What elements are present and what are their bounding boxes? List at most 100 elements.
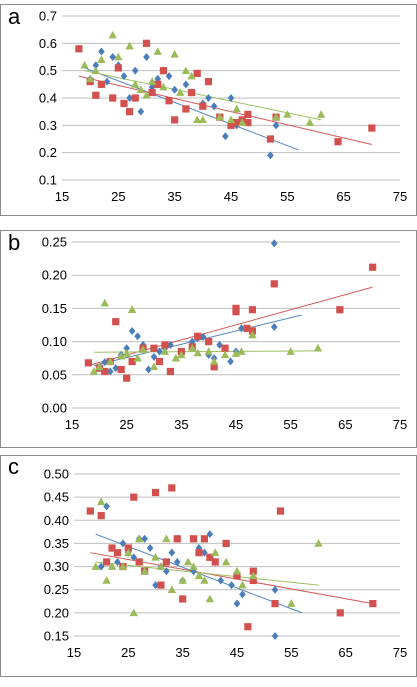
- panel-a-green-triangle-point: [85, 74, 95, 83]
- panel-a-x-tick-label: 15: [55, 189, 69, 204]
- panel-b-blue-diamond-point: [167, 340, 174, 349]
- panel-c-green-triangle-point: [151, 553, 160, 561]
- panel-a-red-square-point: [109, 94, 117, 102]
- panel-c-blue-diamond-point: [233, 599, 241, 608]
- panel-b-green-triangle-point: [248, 330, 257, 339]
- panel-a-red-square-point: [182, 105, 190, 113]
- panel-a-red-square-point: [131, 94, 139, 102]
- panel-a-blue-diamond-point: [126, 94, 133, 102]
- panel-a-blue-diamond-point: [182, 80, 190, 89]
- panel-b-red-square-point: [221, 344, 229, 352]
- panel-a-red-square-point: [187, 88, 196, 97]
- panel-c-red-square-point: [249, 567, 257, 575]
- panel-c-y-tick-label: 0.20: [44, 605, 69, 620]
- panel-c-blue-diamond-point: [271, 585, 279, 594]
- panel-b-green-triangle-point: [220, 350, 230, 359]
- panel-a-red-square-point: [154, 80, 162, 88]
- panel-a-green-triangle-point: [305, 118, 315, 126]
- panel-c-red-square-point: [211, 558, 219, 566]
- panel-c-green-triangle-point: [91, 562, 100, 570]
- panel-a-red-square-point: [193, 69, 201, 77]
- panel-c-red-square-point: [113, 549, 122, 557]
- panel-b-red-square-point: [210, 363, 218, 371]
- panel-c-green-triangle-point: [118, 562, 128, 570]
- panel-a-red-square-point: [142, 39, 151, 47]
- panel-a-y-tick-label: 0.4: [39, 91, 57, 106]
- panel-a-blue-diamond-point: [120, 72, 128, 81]
- panel-c-red-square-point: [135, 558, 143, 566]
- panel-b-red-square-point: [166, 367, 174, 376]
- panel-c-red-square-point: [124, 544, 132, 552]
- panel-a-blue-diamond-point: [210, 102, 218, 111]
- panel-c-green-triangle-point: [287, 599, 296, 607]
- panel-b-green-triangle-point: [95, 362, 104, 371]
- panel-c-red-square-point: [108, 544, 116, 552]
- panel-b-x-tick-label: 25: [119, 417, 133, 432]
- panel-a-blue-diamond-point: [131, 66, 139, 75]
- panel-a-red-square-point: [75, 45, 83, 53]
- panel-a-blue-diamond-point: [227, 94, 235, 102]
- panel-c-red-square-point: [336, 609, 344, 617]
- panel-c-label: c: [8, 454, 19, 479]
- panel-c-red-square-point: [157, 581, 165, 589]
- panel-c-green-triangle-point: [314, 539, 323, 547]
- panel-c-red-square-point: [173, 535, 181, 543]
- panel-a-green-triangle-point: [136, 85, 146, 94]
- panel-a-x-tick-label: 45: [224, 189, 238, 204]
- panel-a-blue-diamond-point: [103, 77, 111, 86]
- panel-a-y-tick-label: 0.7: [39, 9, 57, 24]
- panel-a-blue-trendline: [84, 67, 299, 151]
- panel-c-red-square-point: [222, 539, 230, 548]
- panel-b-green-triangle-point: [193, 348, 202, 357]
- panel-b-green-triangle-point: [160, 347, 170, 355]
- panel-c-y-tick-label: 0.40: [44, 513, 69, 528]
- panel-c-green-triangle-point: [249, 571, 258, 580]
- panel-b-red-square-point: [123, 374, 131, 382]
- panel-a-blue-diamond-point: [98, 47, 105, 56]
- panel-a-green-triangle-point: [271, 112, 281, 121]
- panel-a-blue-diamond-point: [165, 72, 173, 81]
- panel-a-blue-diamond-point: [205, 94, 212, 102]
- panel-b-x-tick-label: 75: [393, 417, 407, 432]
- panel-b-green-trendline: [93, 350, 319, 353]
- panel-b-y-tick-label: 0.00: [42, 401, 67, 416]
- panel-a-red-square-point: [199, 102, 207, 110]
- panel-c-blue-diamond-point: [173, 557, 181, 566]
- panel-b-red-square-point: [112, 318, 120, 326]
- panel-c-blue-diamond-point: [239, 590, 246, 599]
- panel-c-green-triangle-point: [107, 562, 117, 570]
- panel-b-x-tick-label: 15: [65, 417, 79, 432]
- panel-a-y-tick-label: 0.3: [39, 118, 57, 133]
- panel-a-green-triangle-point: [316, 110, 326, 118]
- panel-c-green-triangle-point: [167, 585, 176, 594]
- panel-b-blue-diamond-point: [199, 332, 207, 341]
- panel-b-x-tick-label: 45: [229, 417, 243, 432]
- panel-c-red-square-point: [179, 595, 187, 603]
- panel-b-red-square-point: [161, 341, 169, 349]
- panel-b-red-square-point: [155, 357, 164, 366]
- panel-a-label: a: [8, 4, 21, 29]
- panel-c-red-square-point: [200, 535, 208, 543]
- panel-a-red-square-point: [148, 88, 156, 97]
- panel-b-red-square-point: [270, 280, 278, 288]
- panel-a-x-tick-label: 35: [167, 189, 181, 204]
- panel-a-red-square-point: [92, 91, 100, 99]
- panel-c-frame: [0, 455, 417, 677]
- panel-b-blue-diamond-point: [134, 332, 141, 341]
- panel-c-red-square-point: [97, 512, 105, 520]
- panel-b-y-tick-label: 0.20: [42, 268, 67, 283]
- panel-c-red-square-point: [162, 558, 170, 566]
- panel-b-red-square-point: [84, 359, 92, 367]
- panel-a-x-tick-label: 25: [111, 189, 125, 204]
- panel-c-green-triangle-point: [183, 557, 193, 566]
- panel-a-green-triangle-point: [187, 71, 196, 80]
- panel-a-red-square-point: [204, 78, 213, 86]
- panel-a-blue-diamond-point: [137, 107, 145, 116]
- panel-c-x-tick-label: 15: [67, 645, 81, 660]
- panel-a-red-square-point: [266, 135, 275, 143]
- panel-a-red-square-point: [368, 124, 376, 132]
- panel-b-x-tick-label: 55: [283, 417, 297, 432]
- panel-c-blue-diamond-point: [97, 562, 105, 571]
- panel-c-x-tick-label: 75: [393, 645, 407, 660]
- panel-b-blue-diamond-point: [112, 364, 120, 373]
